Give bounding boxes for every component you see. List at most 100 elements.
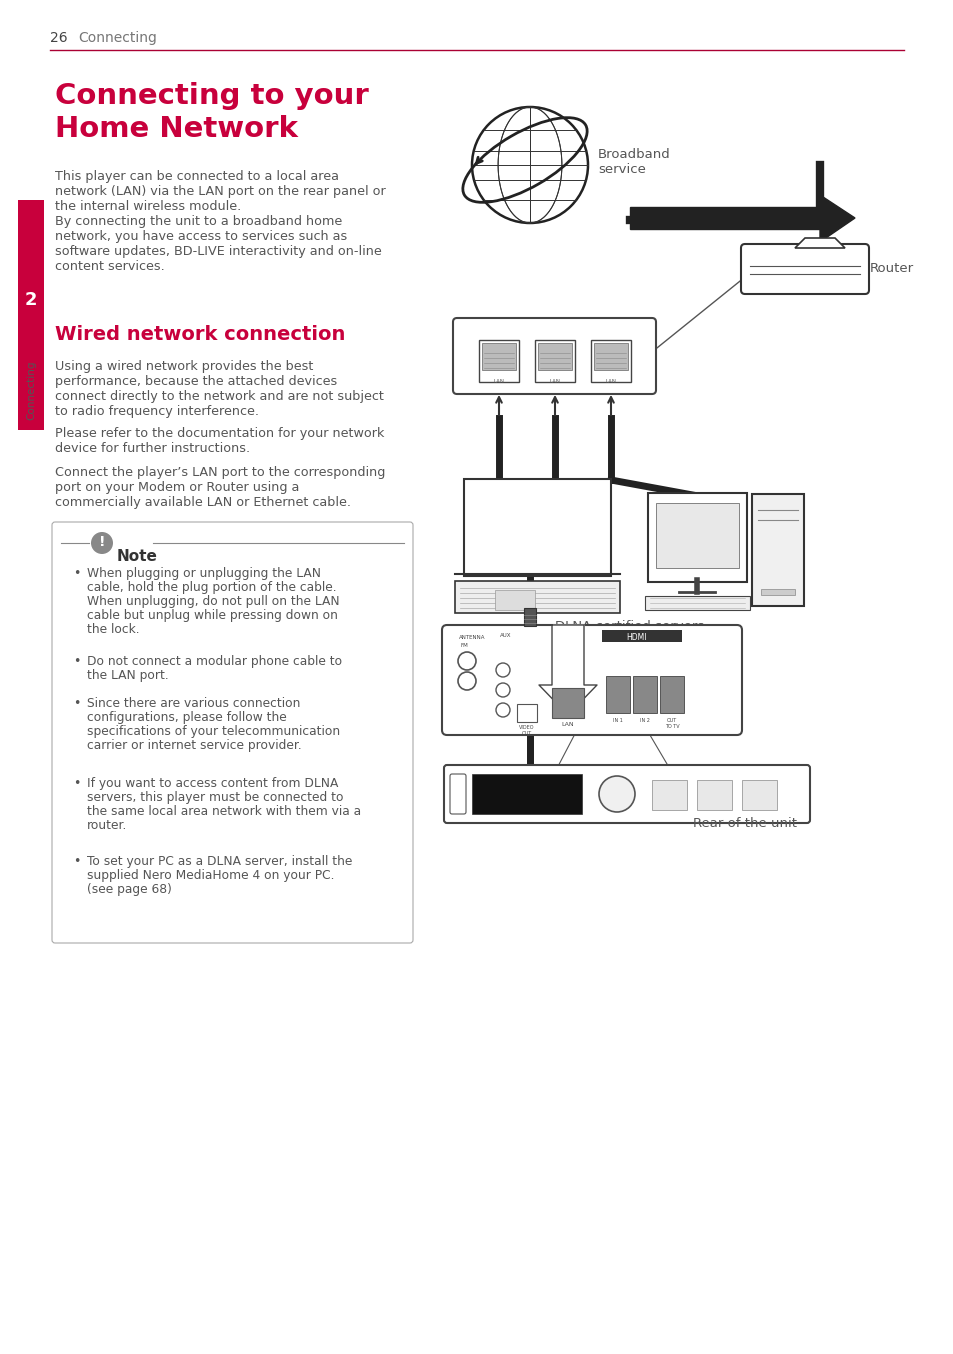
Text: •: • [73,655,80,668]
Text: Since there are various connection: Since there are various connection [87,697,300,709]
Circle shape [496,703,510,718]
Text: the LAN port.: the LAN port. [87,669,169,682]
Text: VIDEO
OUT: VIDEO OUT [518,724,535,735]
Text: the same local area network with them via a: the same local area network with them vi… [87,806,361,818]
Text: device for further instructions.: device for further instructions. [55,441,250,455]
Text: cable, hold the plug portion of the cable.: cable, hold the plug portion of the cabl… [87,581,336,594]
Bar [478,340,518,382]
Polygon shape [794,238,844,248]
Text: configurations, please follow the: configurations, please follow the [87,711,287,724]
Text: •: • [73,697,80,709]
Text: IN 2: IN 2 [639,718,649,723]
Bar [481,343,516,370]
Text: •: • [73,567,80,580]
Bar [495,590,535,611]
Text: Connecting: Connecting [26,360,36,420]
Text: Wired network connection: Wired network connection [55,325,345,344]
Bar [472,774,581,814]
Text: Connecting: Connecting [78,31,156,45]
Text: LAN: LAN [549,379,560,385]
Text: Router: Router [869,263,913,275]
FancyBboxPatch shape [605,676,629,714]
Bar [517,704,537,722]
Text: port on your Modem or Router using a: port on your Modem or Router using a [55,481,299,494]
Bar [537,343,572,370]
Text: 26: 26 [50,31,68,45]
Text: performance, because the attached devices: performance, because the attached device… [55,375,337,389]
Bar [741,780,776,810]
Bar [644,596,749,611]
Text: specifications of your telecommunication: specifications of your telecommunication [87,724,340,738]
Text: commercially available LAN or Ethernet cable.: commercially available LAN or Ethernet c… [55,496,351,509]
FancyBboxPatch shape [647,493,746,582]
FancyBboxPatch shape [443,765,809,823]
Text: ANTENNA: ANTENNA [458,635,485,640]
Text: to radio frequency interference.: to radio frequency interference. [55,405,258,418]
Polygon shape [635,195,854,242]
FancyBboxPatch shape [463,479,610,575]
Bar [697,780,731,810]
Text: (see page 68): (see page 68) [87,883,172,896]
Text: the lock.: the lock. [87,623,139,636]
Text: Home Network: Home Network [55,115,297,144]
Text: servers, this player must be connected to: servers, this player must be connected t… [87,791,343,804]
Text: the internal wireless module.: the internal wireless module. [55,200,241,213]
Text: LAN: LAN [605,379,616,385]
Text: FM: FM [460,643,468,649]
FancyBboxPatch shape [450,774,465,814]
Text: When unplugging, do not pull on the LAN: When unplugging, do not pull on the LAN [87,594,339,608]
Text: By connecting the unit to a broadband home: By connecting the unit to a broadband ho… [55,215,342,227]
Text: router.: router. [87,819,128,831]
Bar [523,608,536,626]
Text: OUT
TO TV: OUT TO TV [664,718,679,728]
Text: LAN: LAN [561,722,574,727]
Bar [18,200,44,431]
Text: Note: Note [117,548,157,565]
Circle shape [457,672,476,691]
Text: AUX: AUX [499,634,511,638]
Text: software updates, BD-LIVE interactivity and on-line: software updates, BD-LIVE interactivity … [55,245,381,259]
Circle shape [496,663,510,677]
Text: Using a wired network provides the best: Using a wired network provides the best [55,360,313,372]
Circle shape [598,776,635,812]
Text: LAN: LAN [493,379,504,385]
Circle shape [457,653,476,670]
Bar [552,688,583,718]
Text: IN 1: IN 1 [613,718,622,723]
Text: Please refer to the documentation for your network: Please refer to the documentation for yo… [55,427,384,440]
FancyBboxPatch shape [751,494,803,607]
FancyBboxPatch shape [453,318,656,394]
Text: This player can be connected to a local area: This player can be connected to a local … [55,171,338,183]
Circle shape [91,532,112,554]
Bar [601,630,681,642]
FancyBboxPatch shape [633,676,657,714]
FancyBboxPatch shape [52,523,413,942]
Bar [535,340,575,382]
Text: Connecting to your: Connecting to your [55,83,369,110]
Text: supplied Nero MediaHome 4 on your PC.: supplied Nero MediaHome 4 on your PC. [87,869,335,881]
Text: network (LAN) via the LAN port on the rear panel or: network (LAN) via the LAN port on the re… [55,185,385,198]
Bar [760,589,794,594]
Text: Broadband
service: Broadband service [598,148,670,176]
Polygon shape [629,207,829,229]
Text: Rear of the unit: Rear of the unit [692,816,796,830]
Bar [594,343,627,370]
Text: Do not connect a modular phone cable to: Do not connect a modular phone cable to [87,655,342,668]
Text: When plugging or unplugging the LAN: When plugging or unplugging the LAN [87,567,320,580]
Circle shape [472,107,587,223]
FancyBboxPatch shape [740,244,868,294]
Text: carrier or internet service provider.: carrier or internet service provider. [87,739,301,751]
Text: cable but unplug while pressing down on: cable but unplug while pressing down on [87,609,337,621]
Circle shape [496,682,510,697]
Text: If you want to access content from DLNA: If you want to access content from DLNA [87,777,338,789]
Polygon shape [538,626,597,715]
Text: •: • [73,777,80,789]
Text: network, you have access to services such as: network, you have access to services suc… [55,230,347,242]
Bar [651,780,686,810]
Bar [656,502,739,567]
Text: content services.: content services. [55,260,165,274]
Bar [590,340,630,382]
FancyBboxPatch shape [441,626,741,735]
Text: To set your PC as a DLNA server, install the: To set your PC as a DLNA server, install… [87,854,352,868]
Text: HDMI: HDMI [626,634,646,642]
